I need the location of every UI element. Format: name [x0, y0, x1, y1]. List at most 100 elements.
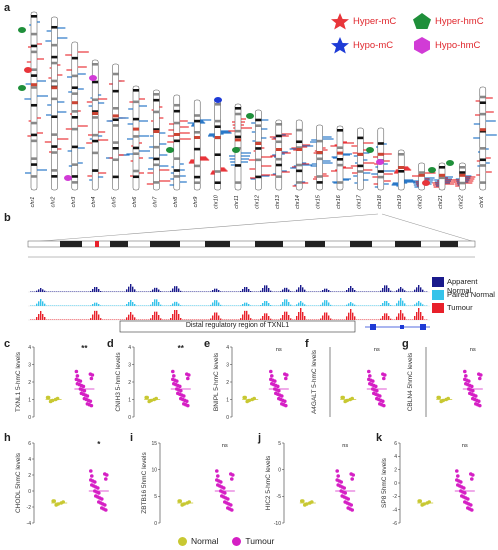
- coverage-bar: [406, 291, 408, 292]
- coverage-bar: [354, 316, 356, 320]
- coverage-bar: [136, 319, 138, 320]
- coverage-bar: [416, 312, 418, 320]
- coverage-bar: [276, 305, 278, 306]
- coverage-bar: [220, 291, 222, 292]
- tumour-point: [455, 478, 459, 482]
- chromosome-label: chr18: [377, 194, 383, 209]
- panel-letter-g: g: [402, 338, 409, 350]
- coverage-bar: [234, 319, 236, 320]
- coverage-bar: [92, 289, 94, 292]
- coverage-bar: [252, 319, 254, 320]
- tumour-point: [478, 376, 482, 381]
- coverage-bar: [238, 291, 240, 292]
- coverage-bar: [128, 314, 130, 320]
- coverage-bar: [160, 304, 162, 306]
- y-tick-label: 6: [28, 441, 31, 447]
- coverage-bar: [332, 305, 334, 306]
- coverage-bar: [308, 305, 310, 306]
- significance-label: ns: [276, 347, 282, 353]
- panel-letter-c: c: [4, 338, 11, 350]
- coverage-bar: [60, 305, 62, 306]
- coverage-bar: [56, 319, 58, 320]
- tumour-point: [104, 477, 108, 481]
- coverage-bar: [208, 305, 210, 306]
- coverage-bar: [226, 319, 228, 320]
- y-tick-label: 2: [394, 467, 397, 473]
- coverage-bar: [62, 291, 64, 292]
- coverage-bar: [36, 317, 38, 320]
- normal-point: [343, 399, 348, 404]
- coverage-bar: [290, 291, 292, 292]
- coverage-bar: [366, 305, 368, 306]
- coverage-bar: [104, 305, 106, 306]
- coverage-bar: [312, 305, 314, 306]
- tumour-point: [216, 483, 220, 487]
- coverage-bar: [232, 319, 234, 320]
- coverage-bar: [74, 319, 76, 320]
- coverage-bar: [176, 310, 178, 320]
- coverage-bar: [34, 305, 36, 306]
- coverage-bar: [298, 302, 300, 306]
- coverage-bar: [80, 291, 82, 292]
- coverage-bar: [328, 290, 330, 292]
- coverage-bar: [348, 312, 350, 320]
- coverage-bar: [166, 305, 168, 306]
- coverage-bar: [264, 285, 266, 292]
- coverage-bar: [46, 305, 48, 306]
- coverage-bar: [290, 304, 292, 306]
- coverage-bar: [178, 303, 180, 306]
- y-tick-label: 0: [154, 521, 157, 527]
- normal-point: [46, 395, 51, 400]
- coverage-bar: [304, 304, 306, 306]
- coverage-bar: [244, 310, 246, 320]
- coverage-bar: [170, 290, 172, 292]
- y-axis-label: CBLN4 5hmC levels: [407, 352, 414, 411]
- coverage-bar: [42, 289, 44, 292]
- coverage-bar: [422, 289, 424, 292]
- coverage-bar: [346, 316, 348, 320]
- coverage-bar: [296, 289, 298, 292]
- coverage-bar: [118, 319, 120, 320]
- coverage-bar: [390, 305, 392, 306]
- coverage-bar: [216, 288, 218, 292]
- chromosome-label: chr6: [132, 196, 138, 208]
- coverage-bar: [202, 319, 204, 320]
- coverage-bar: [376, 319, 378, 320]
- coverage-bar: [300, 285, 302, 292]
- tumour-point: [463, 500, 467, 504]
- tumour-point: [455, 469, 459, 473]
- coverage-bar: [300, 308, 302, 320]
- coverage-bar: [94, 287, 96, 292]
- y-tick-label: 3: [226, 362, 229, 368]
- coverage-bar: [150, 318, 152, 320]
- normal-point: [303, 503, 307, 507]
- tumour-point: [82, 396, 87, 401]
- coverage-bar: [402, 288, 404, 292]
- coverage-bar: [254, 319, 256, 320]
- coverage-bar: [252, 291, 254, 292]
- tumour-point: [176, 391, 180, 396]
- tumour-point: [270, 374, 274, 378]
- coverage-bar: [96, 302, 98, 306]
- coverage-bar: [108, 305, 110, 306]
- coverage-bar: [352, 312, 354, 320]
- coverage-bar: [370, 291, 372, 292]
- tumour-dot-icon: [232, 536, 242, 546]
- coverage-bar: [160, 318, 162, 320]
- tumour-point: [88, 372, 93, 376]
- tumour-point: [284, 376, 288, 381]
- legend-tumour-label: Tumour: [447, 303, 473, 312]
- chromosome-label: chr11: [234, 195, 240, 208]
- coverage-bar: [76, 319, 78, 320]
- coverage-bar: [96, 310, 98, 320]
- chromosome-chr20: [412, 162, 436, 191]
- chromosome-chr10: [208, 99, 232, 191]
- coverage-bar: [210, 304, 212, 306]
- tumour-point: [182, 402, 186, 406]
- coverage-bar: [228, 319, 230, 320]
- coverage-bar: [420, 302, 422, 306]
- coverage-bar: [382, 316, 384, 320]
- coverage-bar: [78, 291, 80, 292]
- green-hexagon-marker: [428, 167, 436, 173]
- coverage-bar: [408, 319, 410, 320]
